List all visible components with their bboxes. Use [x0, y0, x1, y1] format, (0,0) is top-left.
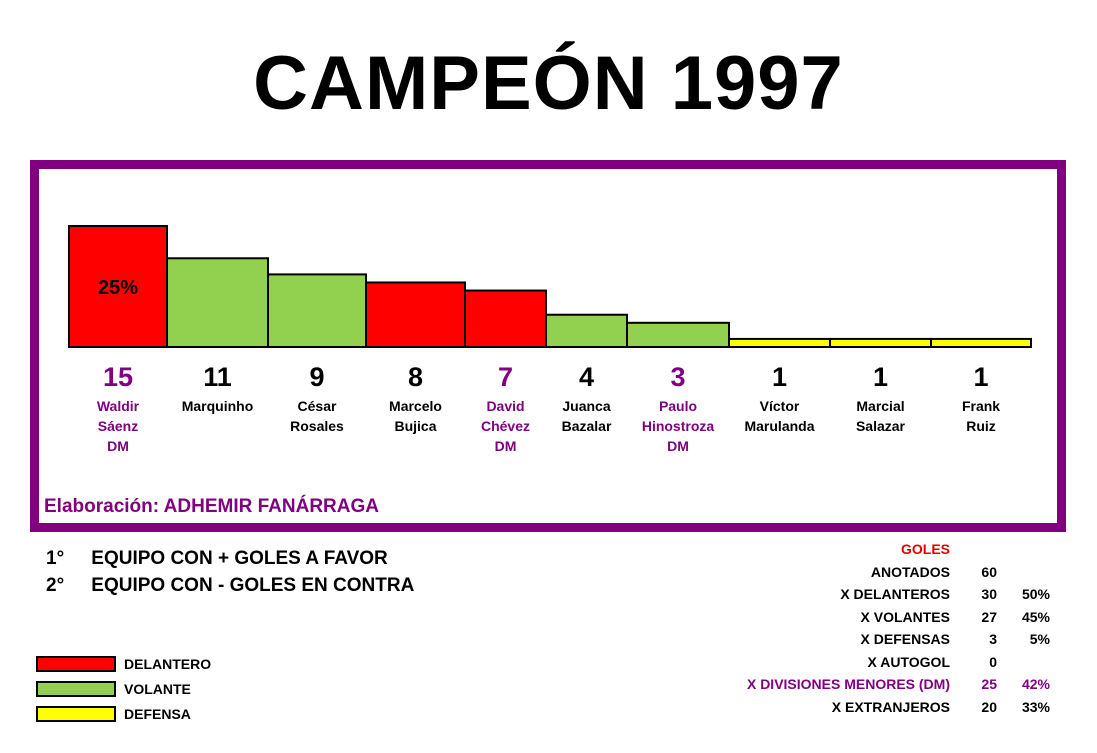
bar-8	[728, 337, 831, 348]
page-title: CAMPEÓN 1997	[253, 41, 844, 126]
goals-header: GOLES	[900, 541, 950, 558]
bar-value-label: 7	[498, 362, 513, 392]
goals-header-row: GOLES	[690, 538, 1050, 561]
bar-value-label: 8	[408, 362, 423, 392]
goals-row-label: X DELANTEROS	[840, 586, 950, 603]
honor-text: EQUIPO CON + GOLES A FAVOR	[91, 548, 388, 569]
bar-player-label: Marcelo Bujica	[389, 398, 442, 434]
bar-4	[365, 281, 466, 349]
goals-row-pct: 50%	[1021, 586, 1050, 603]
goals-row: X AUTOGOL 0	[690, 651, 1050, 674]
bar-value-label: 4	[579, 362, 594, 392]
bar-player-label: César Rosales	[290, 398, 344, 434]
goals-row-value: 0	[989, 653, 997, 670]
goals-row-pct: 33%	[1021, 698, 1050, 715]
bar-value-label: 15	[103, 362, 133, 392]
bar-6	[545, 313, 628, 349]
legend-swatch-delantero	[36, 656, 116, 672]
honor-row: 2° EQUIPO CON - GOLES EN CONTRA	[46, 575, 414, 602]
bar-player-label: Marcial Salazar	[856, 398, 906, 434]
goals-row-dm: X DIVISIONES MENORES (DM) 25 42%	[690, 673, 1050, 696]
goals-row-label: X EXTRANJEROS	[831, 698, 950, 715]
bar-player-label: Víctor Marulanda	[744, 398, 814, 434]
legend-swatch-volante	[36, 681, 116, 697]
bar-player-label: Paulo Hinostroza DM	[642, 398, 715, 454]
bar-player-label: Juanca Bazalar	[562, 398, 612, 434]
goals-row: ANOTADOS 60	[690, 561, 1050, 584]
goals-row-value: 30	[981, 586, 997, 603]
goals-row-pct	[997, 561, 1050, 584]
goals-row-value: 27	[981, 608, 997, 625]
goals-row: X VOLANTES 27 45%	[690, 606, 1050, 629]
bar-10	[930, 337, 1032, 348]
honors-list: 1° EQUIPO CON + GOLES A FAVOR 2° EQUIPO …	[46, 548, 414, 602]
goals-row: X DELANTEROS 30 50%	[690, 583, 1050, 606]
bar-value-label: 9	[309, 362, 324, 392]
bar-value-label: 1	[772, 362, 787, 392]
goals-table: GOLES ANOTADOS 60 X DELANTEROS 30 50% X …	[690, 538, 1050, 718]
honor-position: 2°	[46, 575, 65, 596]
goals-row-pct: 42%	[1021, 676, 1050, 693]
bar-player-label: David Chévez DM	[481, 398, 530, 454]
goals-row-pct: 5%	[1029, 631, 1050, 648]
bar-1	[68, 225, 168, 348]
legend-label: VOLANTE	[124, 681, 191, 697]
bar-value-label: 3	[670, 362, 685, 392]
honor-position: 1°	[46, 548, 65, 569]
goals-row-label: X AUTOGOL	[867, 653, 950, 670]
goals-row: X EXTRANJEROS 20 33%	[690, 696, 1050, 719]
bar-5	[464, 289, 547, 348]
credit-text: Elaboración: ADHEMIR FANÁRRAGA	[44, 496, 379, 517]
legend-label: DEFENSA	[124, 706, 191, 722]
bar-9	[829, 337, 932, 348]
bar-value-label: 1	[973, 362, 988, 392]
bar-2	[166, 257, 269, 348]
bar-7	[626, 321, 730, 348]
goals-row-pct	[997, 651, 1050, 674]
bar-player-label: Marquinho	[182, 398, 254, 414]
bar-annotation-label: 25%	[98, 277, 138, 299]
goals-row-value: 60	[981, 563, 997, 580]
goals-row-label: X DIVISIONES MENORES (DM)	[746, 676, 950, 693]
bar-value-label: 11	[203, 362, 232, 392]
bar-player-label: Frank Ruiz	[962, 398, 1000, 434]
honor-row: 1° EQUIPO CON + GOLES A FAVOR	[46, 548, 414, 575]
bar-player-label: Waldir Sáenz DM	[97, 398, 140, 454]
honor-text: EQUIPO CON - GOLES EN CONTRA	[91, 575, 415, 596]
legend-swatch-defensa	[36, 706, 116, 722]
goals-row-label: X VOLANTES	[860, 608, 950, 625]
goals-row-value: 20	[981, 698, 997, 715]
goals-row: X DEFENSAS 3 5%	[690, 628, 1050, 651]
goals-row-label: X DEFENSAS	[860, 631, 950, 648]
goals-row-pct: 45%	[1021, 608, 1050, 625]
goals-row-value: 25	[981, 676, 997, 693]
legend-label: DELANTERO	[124, 656, 212, 672]
bar-value-label: 1	[873, 362, 888, 392]
bar-3	[267, 273, 367, 348]
goals-row-value: 3	[989, 631, 997, 648]
goals-row-label: ANOTADOS	[870, 563, 950, 580]
